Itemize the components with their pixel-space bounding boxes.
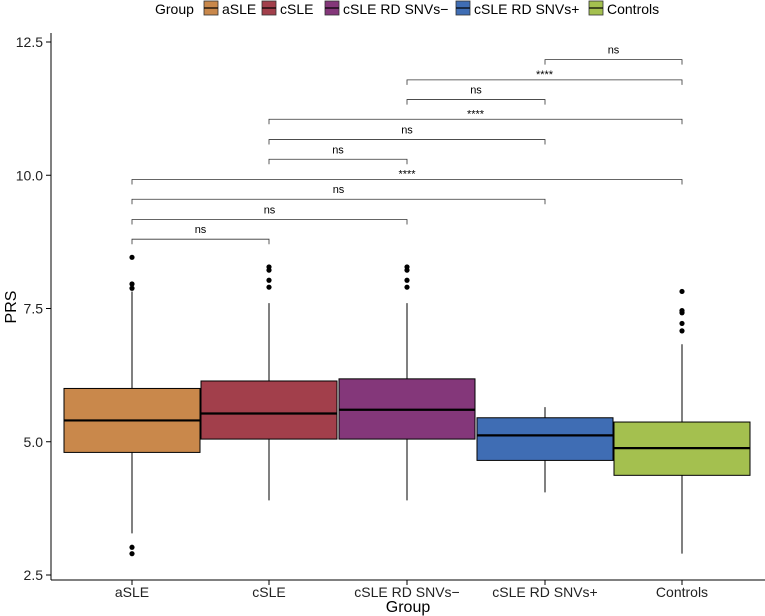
x-tick-label-3: cSLE RD SNVs+ [492,584,597,600]
comparison-bracket-3 [131,179,683,185]
comparison-label-7: ns [470,85,482,97]
comparison-label-5: ns [401,125,413,137]
y-tick-label-2: 7.5 [24,301,44,317]
outlier-0-0 [129,551,135,557]
comparison-label-2: ns [333,184,345,196]
outlier-4-1 [679,320,685,327]
box-4 [613,288,751,554]
comparison-6: **** [268,108,683,125]
outlier-0-1 [129,544,135,550]
x-tick-label-4: Controls [656,584,708,600]
comparison-bracket-0 [131,238,270,245]
comparison-8: **** [406,69,683,85]
box-body-3 [476,417,614,461]
comparison-0: ns [131,224,270,245]
comparison-7: ns [406,85,546,105]
outlier-2-1 [404,277,410,283]
outlier-2-3 [404,264,410,270]
y-tick-label-1: 5.0 [24,434,44,450]
comparison-5: ns [268,125,546,145]
comparison-bracket-9 [544,59,683,65]
x-tick-label-0: aSLE [115,584,149,600]
comparison-2: ns [131,184,546,205]
outlier-4-3 [679,308,685,314]
y-tick-label-0: 2.5 [24,567,44,583]
box-2 [338,264,476,501]
comparison-label-6: **** [467,108,485,120]
outlier-1-0 [266,284,272,290]
comparison-bracket-5 [268,139,546,145]
comparison-label-9: ns [608,45,620,57]
legend-label-2: cSLE RD SNVs− [343,1,448,17]
outlier-1-1 [266,277,272,283]
outlier-0-4 [129,254,135,260]
comparison-label-8: **** [536,69,554,81]
comparison-bracket-2 [131,198,546,205]
comparison-label-4: ns [332,144,344,156]
comparison-label-1: ns [264,204,276,216]
outlier-1-3 [266,264,272,270]
comparison-1: ns [131,204,408,225]
comparison-bracket-6 [268,118,683,125]
comparison-bracket-1 [131,219,408,225]
box-body-1 [200,380,338,440]
outlier-4-0 [679,328,685,334]
y-axis-title: PRS [3,291,20,324]
comparison-bracket-4 [268,158,408,165]
x-tick-label-2: cSLE RD SNVs− [354,584,459,600]
y-tick-label-3: 10.0 [16,167,43,183]
comparison-bracket-7 [406,99,546,105]
comparison-label-3: **** [398,169,416,181]
x-axis-title: Group [386,599,431,616]
legend-label-4: Controls [607,1,659,17]
legend-label-3: cSLE RD SNVs+ [474,1,579,17]
plot-area: ns ns ns **** ns ns **** ns **** ns [63,45,751,557]
comparison-label-0: ns [195,224,207,236]
comparison-3: **** [131,169,683,185]
comparison-9: ns [544,45,683,65]
box-3 [476,407,614,493]
legend-title: Group [155,1,194,17]
outlier-2-0 [404,284,410,290]
axes: PRS Group 2.5 5.0 7.5 10.0 12.5 aSLE cSLE cSLE … [3,33,765,616]
outlier-4-4 [679,288,685,295]
legend-label-1: cSLE [280,1,313,17]
outlier-0-3 [129,281,135,287]
outlier-0-2 [129,285,135,291]
legend-label-0: aSLE [222,1,256,17]
legend: Group aSLE cSLE cSLE RD SNVs− cSLE RD SNVs+… [155,0,659,17]
comparison-bracket-8 [406,79,683,85]
y-tick-label-4: 12.5 [16,34,43,50]
box-1 [200,264,338,501]
box-0 [63,254,201,557]
comparison-4: ns [268,144,408,165]
x-tick-label-1: cSLE [252,584,285,600]
